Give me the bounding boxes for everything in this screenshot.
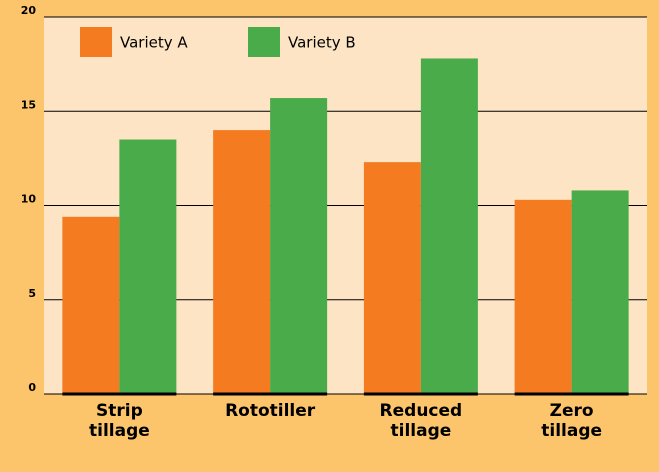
legend-label: Variety A: [120, 34, 188, 52]
y-tick-label: 5: [28, 287, 36, 300]
bar: [363, 162, 421, 394]
bar: [119, 139, 177, 394]
bar: [514, 199, 572, 394]
x-tick-label: Strip tillage: [88, 401, 150, 441]
bar: [62, 216, 120, 394]
legend-swatch: [248, 27, 280, 57]
x-tick-label: Reduced tillage: [379, 401, 463, 441]
legend-label: Variety B: [288, 34, 356, 52]
y-tick-label: 10: [21, 193, 37, 206]
y-tick-label: 20: [21, 4, 37, 17]
y-tick-label: 15: [21, 98, 36, 111]
x-tick-label: Rototiller: [225, 401, 316, 421]
bar: [420, 58, 478, 394]
bar: [270, 98, 328, 395]
bar: [571, 190, 629, 394]
x-tick-label: Zero tillage: [541, 401, 603, 441]
y-tick-label: 0: [28, 381, 36, 394]
legend-swatch: [80, 27, 112, 57]
bar: [213, 130, 271, 394]
